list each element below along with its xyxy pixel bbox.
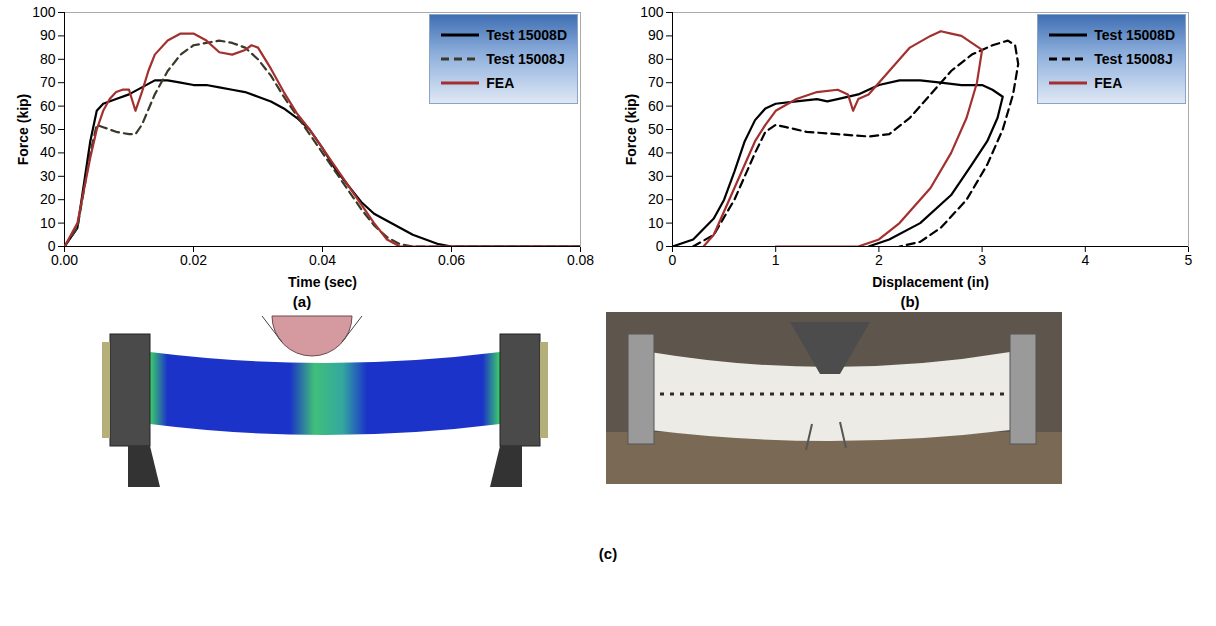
svg-text:100: 100 xyxy=(32,4,56,20)
svg-text:80: 80 xyxy=(648,51,664,67)
svg-text:0: 0 xyxy=(47,238,56,254)
svg-text:Displacement (in): Displacement (in) xyxy=(872,274,989,290)
svg-text:20: 20 xyxy=(648,191,664,207)
svg-text:30: 30 xyxy=(648,168,664,184)
svg-text:10: 10 xyxy=(40,215,56,231)
html-text:(a): (a) xyxy=(292,293,312,310)
html-text:FEA: FEA xyxy=(486,75,515,91)
svg-text:60: 60 xyxy=(40,98,56,114)
svg-text:50: 50 xyxy=(40,121,56,137)
svg-text:40: 40 xyxy=(648,144,664,160)
html-text:Test 15008J: Test 15008J xyxy=(486,51,565,67)
svg-text:0.08: 0.08 xyxy=(567,252,594,268)
svg-text:30: 30 xyxy=(40,168,56,184)
svg-text:90: 90 xyxy=(40,27,56,43)
html-text:Test 15008D: Test 15008D xyxy=(1094,27,1175,43)
html-text:(b): (b) xyxy=(900,293,920,310)
svg-text:20: 20 xyxy=(40,191,56,207)
svg-text:4: 4 xyxy=(1081,252,1089,268)
svg-text:3: 3 xyxy=(978,252,986,268)
svg-text:10: 10 xyxy=(648,215,664,231)
svg-text:1: 1 xyxy=(772,252,780,268)
svg-text:0.02: 0.02 xyxy=(180,252,207,268)
svg-text:0.00: 0.00 xyxy=(51,252,78,268)
svg-text:Force (kip): Force (kip) xyxy=(15,94,31,166)
svg-text:2: 2 xyxy=(875,252,883,268)
svg-text:80: 80 xyxy=(40,51,56,67)
svg-text:Time (sec): Time (sec) xyxy=(288,274,357,290)
svg-text:0.06: 0.06 xyxy=(438,252,465,268)
svg-text:70: 70 xyxy=(648,74,664,90)
svg-text:40: 40 xyxy=(40,144,56,160)
svg-text:Force (kip): Force (kip) xyxy=(623,94,639,166)
svg-text:5: 5 xyxy=(1185,252,1193,268)
svg-text:0.04: 0.04 xyxy=(309,252,336,268)
html-text:(c): (c) xyxy=(598,545,618,562)
svg-text:50: 50 xyxy=(648,121,664,137)
svg-text:60: 60 xyxy=(648,98,664,114)
html-text:Test 15008D: Test 15008D xyxy=(486,27,567,43)
svg-text:100: 100 xyxy=(640,4,664,20)
svg-text:0: 0 xyxy=(669,252,677,268)
svg-text:70: 70 xyxy=(40,74,56,90)
html-text:FEA: FEA xyxy=(1094,75,1123,91)
svg-text:0: 0 xyxy=(656,238,664,254)
svg-text:90: 90 xyxy=(648,27,664,43)
html-text:Test 15008J: Test 15008J xyxy=(1094,51,1173,67)
